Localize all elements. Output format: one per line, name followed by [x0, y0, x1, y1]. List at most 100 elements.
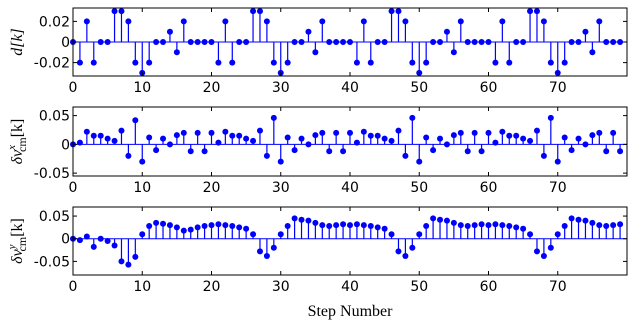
stem-marker: [520, 39, 527, 45]
stem-marker: [187, 226, 194, 233]
y-tick-label: -0.02: [34, 56, 70, 72]
stem-marker: [381, 225, 388, 232]
stem-marker: [236, 132, 243, 139]
stem-marker: [547, 244, 554, 251]
stem-marker: [443, 141, 450, 148]
stem-marker: [443, 28, 450, 35]
stem-marker: [499, 128, 506, 135]
stem-marker: [402, 252, 409, 259]
stem-marker: [423, 59, 430, 66]
stem-marker: [146, 223, 153, 230]
stem-marker: [90, 59, 97, 66]
stem-marker: [160, 135, 167, 142]
stem-marker: [194, 224, 201, 231]
stem-marker: [478, 221, 485, 228]
x-tick-label: 20: [203, 80, 221, 96]
stem-marker: [250, 137, 257, 144]
stem-marker: [374, 224, 381, 231]
stem-marker: [347, 39, 353, 45]
stem-marker: [430, 39, 437, 45]
stem-marker: [90, 243, 97, 250]
y-label-sub: cm: [15, 137, 29, 152]
stem-marker: [256, 8, 263, 15]
stem-marker: [575, 39, 582, 45]
stem-marker: [291, 39, 298, 45]
y-label-part: d[k]: [9, 28, 26, 56]
stem-marker: [388, 231, 395, 238]
stem-marker: [243, 135, 250, 142]
stem-marker: [305, 141, 312, 148]
stem-marker: [97, 235, 104, 242]
stem-marker: [298, 135, 305, 142]
stem-marker: [263, 152, 270, 159]
stem-marker: [353, 59, 360, 66]
stem-marker: [173, 224, 180, 231]
stem-marker: [263, 252, 270, 259]
stem-marker: [603, 39, 610, 45]
stem-marker: [277, 231, 284, 238]
stem-marker: [326, 223, 333, 230]
stem-marker: [319, 222, 326, 229]
stem-marker: [166, 141, 173, 148]
y-label-part: δv: [9, 149, 26, 164]
stem-marker: [464, 148, 471, 155]
stem-marker: [208, 222, 215, 229]
stem-marker: [284, 134, 291, 141]
y-label-sup: y: [6, 244, 18, 250]
stem-marker: [527, 231, 534, 238]
stem-marker: [201, 39, 208, 45]
stem-marker: [229, 223, 236, 230]
stem-marker: [305, 28, 312, 35]
stem-marker: [416, 231, 423, 238]
stem-marker: [111, 242, 118, 249]
stem-marker: [166, 28, 173, 35]
x-tick-label: 0: [69, 80, 78, 96]
stem-marker: [617, 221, 624, 228]
x-tick-label: 50: [410, 80, 428, 96]
stem-marker: [395, 8, 402, 15]
stem-marker: [333, 222, 340, 229]
stem-marker: [201, 148, 208, 155]
stem-marker: [402, 152, 409, 159]
stem-marker: [125, 261, 132, 268]
x-tick-label: 50: [410, 180, 428, 196]
stem-marker: [208, 39, 215, 45]
stem-marker: [388, 137, 395, 144]
stem-marker: [457, 129, 464, 136]
stem-marker: [395, 248, 402, 255]
stem-marker: [270, 114, 277, 121]
stem-marker: [520, 225, 527, 232]
stem-marker: [215, 221, 222, 228]
stem-marker: [146, 134, 153, 141]
stem-marker: [437, 39, 444, 45]
stem-marker: [381, 39, 388, 45]
stem-marker: [298, 216, 305, 223]
x-tick-label: 10: [133, 80, 151, 96]
stem-marker: [326, 39, 333, 45]
stem-marker: [561, 134, 568, 141]
x-axis-label: Step Number: [308, 303, 394, 320]
stem-marker: [284, 59, 291, 66]
stem-marker: [340, 39, 347, 45]
stem-marker: [575, 135, 582, 142]
stem-marker: [243, 225, 250, 232]
stem-marker: [409, 59, 416, 66]
stem-marker: [236, 224, 243, 231]
x-tick-label: 70: [549, 180, 567, 196]
stem-marker: [603, 223, 610, 230]
stem-marker: [353, 221, 360, 228]
stem-marker: [388, 8, 395, 15]
stem-marker: [222, 18, 229, 25]
x-tick-label: 0: [69, 180, 78, 196]
stem-marker: [187, 148, 194, 155]
stem-marker: [347, 222, 353, 229]
stem-marker: [485, 129, 492, 136]
stem-marker: [582, 28, 589, 35]
stem-marker: [409, 114, 416, 121]
stem-marker: [215, 59, 222, 66]
stem-marker: [340, 148, 347, 155]
x-tick-label: 60: [480, 279, 498, 295]
stem-marker: [90, 132, 97, 139]
stem-marker: [229, 59, 236, 66]
stem-marker: [589, 132, 596, 139]
